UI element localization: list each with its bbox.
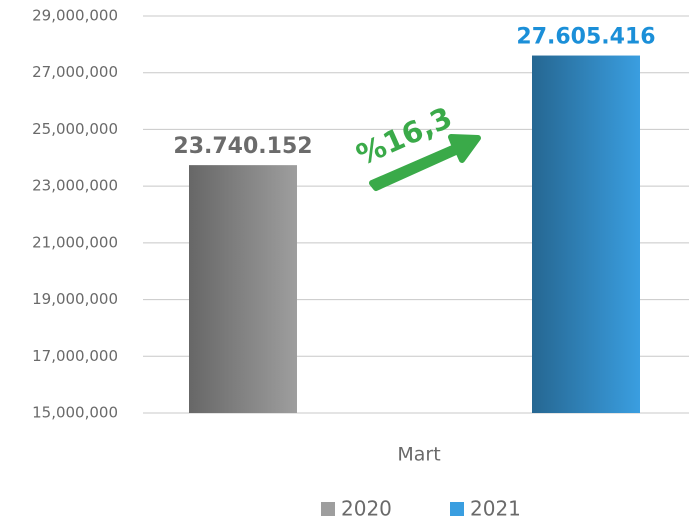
data-label: 23.740.152 bbox=[173, 134, 312, 159]
y-tick-label: 19,000,000 bbox=[32, 290, 118, 308]
y-tick-label: 29,000,000 bbox=[32, 7, 118, 25]
growth-arrow bbox=[369, 134, 481, 191]
data-label: 27.605.416 bbox=[516, 25, 655, 50]
legend-label: 2020 bbox=[341, 497, 392, 521]
legend-label: 2021 bbox=[470, 497, 521, 521]
y-tick-label: 27,000,000 bbox=[32, 63, 118, 81]
y-tick-label: 17,000,000 bbox=[32, 347, 118, 365]
y-tick-label: 23,000,000 bbox=[32, 177, 118, 195]
y-tick-label: 15,000,000 bbox=[32, 404, 118, 422]
y-tick-label: 21,000,000 bbox=[32, 233, 118, 251]
y-tick-label: 25,000,000 bbox=[32, 120, 118, 138]
x-tick-label: Mart bbox=[397, 444, 440, 466]
legend-swatch bbox=[321, 502, 335, 516]
bar-shade bbox=[532, 55, 640, 413]
bar-shade bbox=[189, 165, 297, 413]
legend-swatch bbox=[450, 502, 464, 516]
